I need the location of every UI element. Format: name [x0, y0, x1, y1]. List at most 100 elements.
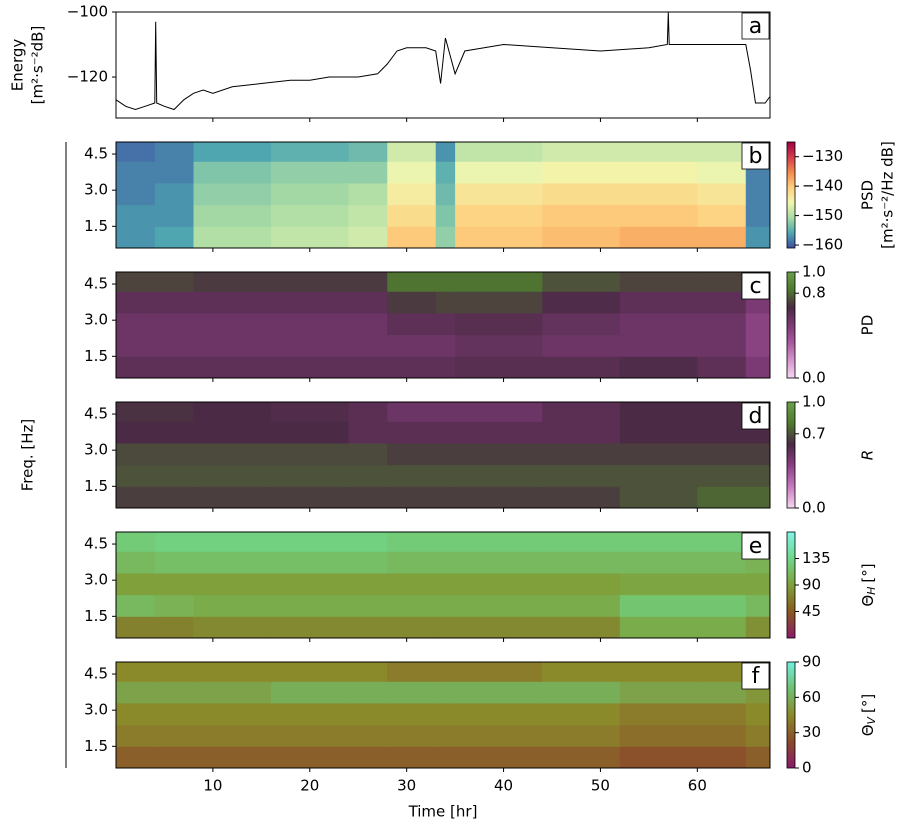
y-tick-label: 1.5 — [84, 477, 108, 495]
heatmap-cell — [697, 746, 747, 769]
heatmap-cell — [619, 551, 698, 574]
heatmap-cell — [348, 226, 388, 249]
heatmap-cell — [697, 551, 747, 574]
label-unit: [°] — [859, 694, 877, 713]
colorbar — [786, 661, 796, 769]
heatmap-cell — [697, 662, 747, 682]
heatmap-cell — [116, 616, 156, 639]
y-tick-label: 4.5 — [84, 665, 108, 683]
heatmap-cell — [348, 594, 388, 617]
heatmap-cell — [271, 356, 350, 379]
heatmap-cell — [435, 616, 456, 639]
heatmap-cell — [435, 182, 456, 206]
heatmap-cell — [154, 421, 195, 444]
heatmap-cell — [455, 594, 543, 617]
heatmap-cell — [193, 724, 272, 747]
colorbar-tick-label: 45 — [802, 602, 821, 620]
heatmap-cell — [387, 182, 437, 206]
colorbar-tick-label: 90 — [802, 576, 821, 594]
heatmap-cell — [619, 662, 698, 682]
heatmap-cell — [697, 291, 747, 314]
heatmap-cell — [455, 681, 543, 704]
heatmap-cell — [542, 594, 621, 617]
heatmap-cell — [387, 724, 437, 747]
colorbar — [786, 141, 796, 249]
heatmap-cell — [619, 291, 698, 314]
heatmap-cell — [745, 594, 771, 617]
heatmap-cell — [193, 161, 272, 184]
heatmap-cell — [271, 402, 350, 422]
heatmap-cell — [435, 681, 456, 704]
heatmap-cell — [542, 662, 621, 682]
heatmap-cell — [745, 226, 771, 249]
heatmap-cell — [271, 724, 350, 747]
heatmap-cell — [435, 226, 456, 249]
panel: −160 −150 −140 −130 PSD [m²·s⁻²/Hz dB] 1.5 3.0 4… — [84, 141, 896, 253]
colorbar-tick-label: −160 — [802, 236, 843, 254]
heatmap-cell — [745, 616, 771, 639]
heatmap-cell — [697, 226, 747, 249]
heatmap-cell — [116, 402, 156, 422]
heatmap-cell — [154, 594, 195, 617]
heatmap-cell — [116, 662, 156, 682]
heatmap-cell — [455, 572, 543, 596]
colorbar-label: ΘH [°] — [859, 563, 879, 606]
heatmap-cell — [271, 204, 350, 227]
heatmap-cell — [697, 486, 747, 509]
heatmap-cell — [348, 746, 388, 769]
label-subscript: H — [865, 587, 878, 595]
heatmap-cell — [542, 272, 621, 292]
heatmap-cell — [348, 532, 388, 552]
heatmap-cell — [455, 532, 543, 552]
heatmap-cell — [154, 551, 195, 574]
heatmap-cell — [745, 204, 771, 227]
heatmap-cell — [154, 442, 195, 466]
heatmap-cell — [387, 142, 437, 162]
heatmap-cell — [697, 421, 747, 444]
panel-label-box — [741, 402, 770, 430]
colorbar-label: ΘV [°] — [859, 694, 879, 737]
heatmap-cell — [435, 334, 456, 357]
heatmap-cell — [348, 204, 388, 227]
heatmap-cell — [348, 356, 388, 379]
heatmap-cell — [154, 204, 195, 227]
heatmap-cell — [154, 312, 195, 336]
heatmap-cell — [619, 204, 698, 227]
heatmap-cell — [745, 442, 771, 466]
heatmap-cell — [435, 662, 456, 682]
heatmap-cell — [542, 421, 621, 444]
panel: 0.0 0.7 1.0 R 1.5 3.0 4.5 d — [84, 393, 876, 517]
heatmap-cell — [348, 551, 388, 574]
heatmap-cell — [697, 182, 747, 206]
heatmap-cell — [193, 204, 272, 227]
heatmap-cell — [455, 312, 543, 336]
heatmap-cell — [455, 616, 543, 639]
x-tick-label: 40 — [494, 777, 513, 795]
heatmap-cell — [455, 161, 543, 184]
heatmap-cell — [435, 421, 456, 444]
heatmap-cell — [542, 442, 621, 466]
colorbar-label: PD — [859, 315, 877, 336]
heatmap-cell — [455, 272, 543, 292]
heatmap-cell — [271, 421, 350, 444]
heatmap-cell — [619, 486, 698, 509]
y-tick-label: 1.5 — [84, 607, 108, 625]
heatmap-cell — [435, 272, 456, 292]
heatmap-cell — [455, 746, 543, 769]
heatmap-cell — [387, 464, 437, 487]
heatmap-cell — [455, 402, 543, 422]
heatmap-cell — [619, 312, 698, 336]
panel-label: a — [749, 14, 762, 39]
x-tick-label: 20 — [300, 777, 319, 795]
heatmap-cell — [193, 464, 272, 487]
heatmap-cell — [619, 616, 698, 639]
heatmap-cell — [271, 161, 350, 184]
heatmap-cell — [697, 594, 747, 617]
heatmap-cell — [542, 746, 621, 769]
heatmap-cell — [193, 681, 272, 704]
heatmap-cell — [697, 702, 747, 726]
y-tick-label: 3.0 — [84, 311, 108, 329]
heatmap-cell — [154, 616, 195, 639]
heatmap-cell — [271, 681, 350, 704]
y-tick-label: 1.5 — [84, 347, 108, 365]
